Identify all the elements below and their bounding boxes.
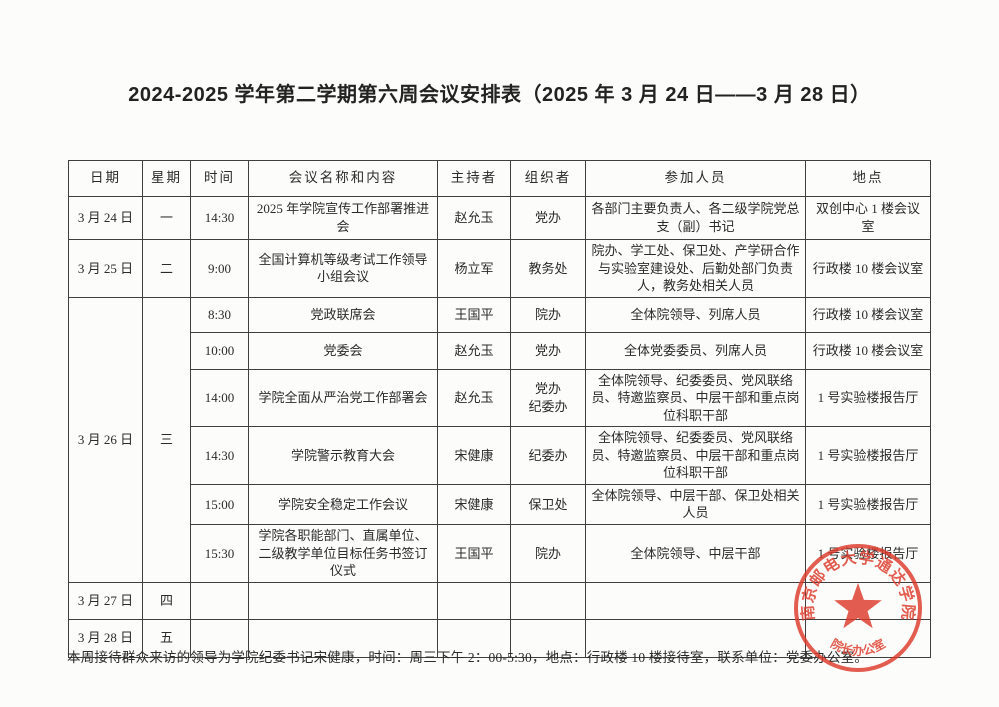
date-cell: 3 月 28 日 [68,618,143,658]
meeting-name-cell: 学院全面从严治党工作部署会 [248,368,438,428]
date-cell: 3 月 25 日 [68,239,143,298]
meeting-schedule-table: 日期 星期 时间 会议名称和内容 主持者 组织者 参加人员 地点 3 月 24 … [68,160,931,658]
table-row: 3 月 27 日 四 [68,581,931,620]
weekday-cell: 五 [142,618,191,658]
organizer-cell: 保卫处 [510,483,586,526]
organizer-cell: 党办 [510,331,586,370]
organizer-cell [510,581,586,620]
table-row: 3 月 24 日 一 14:30 2025 年学院宣传工作部署推进会 赵允玉 党… [68,196,931,240]
location-cell [805,581,931,620]
date-cell: 3 月 27 日 [68,581,143,620]
time-cell: 10:00 [190,331,249,370]
time-cell: 9:00 [190,239,249,298]
organizer-cell: 院办 [510,524,586,583]
meeting-name-cell: 党政联席会 [248,296,438,333]
col-header-weekday: 星期 [142,160,191,197]
location-cell: 1 号实验楼报告厅 [805,368,931,428]
participants-cell: 全体院领导、中层干部、保卫处相关人员 [585,483,806,526]
page-title: 2024-2025 学年第二学期第六周会议安排表（2025 年 3 月 24 日… [128,84,871,106]
weekday-cell: 三 [142,296,191,583]
host-cell: 王国平 [437,296,511,333]
location-cell: 1 号实验楼报告厅 [805,524,931,583]
meeting-name-cell [248,618,438,658]
time-cell: 14:30 [190,426,249,485]
weekday-cell: 一 [142,196,191,240]
time-cell: 14:00 [190,368,249,428]
header-row: 日期 星期 时间 会议名称和内容 主持者 组织者 参加人员 地点 [68,160,931,197]
table-row: 3 月 26 日 三 8:30 党政联席会 王国平 院办 全体院领导、列席人员 … [68,296,931,583]
time-cell: 15:00 [190,483,249,526]
location-cell: 1 号实验楼报告厅 [805,483,931,526]
location-cell: 1 号实验楼报告厅 [805,426,931,485]
location-cell: 行政楼 10 楼会议室 [805,331,931,370]
meeting-name-cell: 全国计算机等级考试工作领导小组会议 [248,239,438,298]
organizer-cell: 院办 [510,296,586,333]
table-row: 15:30 学院各职能部门、直属单位、二级教学单位目标任务书签订仪式 王国平 院… [69,524,931,583]
organizer-cell: 党办 [510,196,586,240]
meeting-name-cell: 党委会 [248,331,438,370]
col-header-host: 主持者 [437,160,511,197]
date-cell: 3 月 26 日 [68,296,143,583]
time-cell: 15:30 [190,524,249,583]
participants-cell: 各部门主要负责人、各二级学院党总支（副）书记 [585,196,806,240]
time-cell: 8:30 [190,296,249,333]
participants-cell: 全体院领导、列席人员 [585,296,806,333]
time-cell: 14:30 [190,196,249,240]
participants-cell: 全体院领导、纪委委员、党风联络员、特邀监察员、中层干部和重点岗位科职干部 [585,426,806,485]
host-cell [437,618,511,658]
table-row: 14:30 学院警示教育大会 宋健康 纪委办 全体院领导、纪委委员、党风联络员、… [69,426,931,485]
col-header-time: 时间 [190,160,249,197]
organizer-cell: 党办 纪委办 [510,368,586,428]
participants-cell: 全体党委委员、列席人员 [585,331,806,370]
weekday-cell: 二 [142,239,191,298]
host-cell: 杨立军 [437,239,511,298]
table-row: 15:00 学院安全稳定工作会议 宋健康 保卫处 全体院领导、中层干部、保卫处相… [69,483,931,526]
meeting-name-cell [248,581,438,620]
location-cell: 双创中心 1 楼会议室 [805,196,931,240]
organizer-cell: 纪委办 [510,426,586,485]
host-cell: 王国平 [437,524,511,583]
col-header-location: 地点 [805,160,931,197]
host-cell [437,581,511,620]
footer-note: 本周接待群众来访的领导为学院纪委书记宋健康，时间：周三下午 2：00-5:30，… [67,650,869,665]
host-cell: 赵允玉 [437,331,511,370]
table-row: 14:00 学院全面从严治党工作部署会 赵允玉 党办 纪委办 全体院领导、纪委委… [69,368,931,428]
participants-cell: 全体院领导、纪委委员、党风联络员、特邀监察员、中层干部和重点岗位科职干部 [585,368,806,428]
weekday-cell: 四 [142,581,191,620]
host-cell: 宋健康 [437,483,511,526]
col-header-participants: 参加人员 [585,160,806,197]
participants-cell [585,618,806,658]
meeting-name-cell: 学院警示教育大会 [248,426,438,485]
date-cell: 3 月 24 日 [68,196,143,240]
location-cell: 行政楼 10 楼会议室 [805,296,931,333]
host-cell: 赵允玉 [437,368,511,428]
meeting-name-cell: 学院安全稳定工作会议 [248,483,438,526]
location-cell: 行政楼 10 楼会议室 [805,239,931,298]
table-row: 10:00 党委会 赵允玉 党办 全体党委委员、列席人员 行政楼 10 楼会议室 [69,331,931,370]
organizer-cell: 教务处 [510,239,586,298]
participants-cell: 院办、学工处、保卫处、产学研合作与实验室建设处、后勤处部门负责人，教务处相关人员 [585,239,806,298]
participants-cell [585,581,806,620]
col-header-meeting-name: 会议名称和内容 [248,160,438,197]
col-header-date: 日期 [68,160,143,197]
time-cell [190,581,249,620]
participants-cell: 全体院领导、中层干部 [585,524,806,583]
table-row: 3 月 25 日 二 9:00 全国计算机等级考试工作领导小组会议 杨立军 教务… [68,239,931,298]
host-cell: 赵允玉 [437,196,511,240]
meeting-name-cell: 2025 年学院宣传工作部署推进会 [248,196,438,240]
organizer-cell [510,618,586,658]
col-header-organizer: 组织者 [510,160,586,197]
host-cell: 宋健康 [437,426,511,485]
meeting-name-cell: 学院各职能部门、直属单位、二级教学单位目标任务书签订仪式 [248,524,438,583]
